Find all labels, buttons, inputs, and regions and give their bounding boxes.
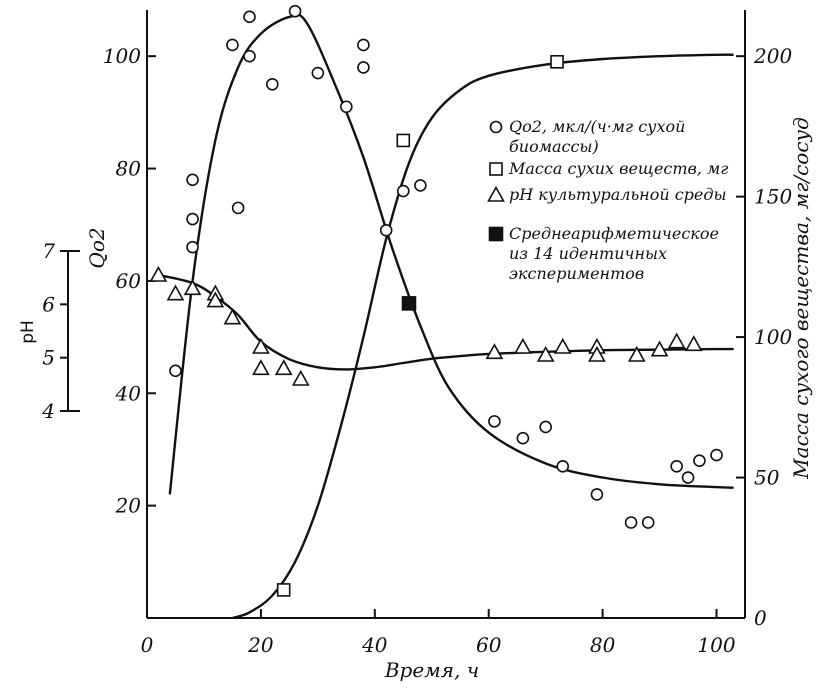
triangle-data-point (274, 359, 293, 376)
triangle-data-point (183, 279, 202, 296)
x-tick-label: 0 (141, 633, 154, 657)
mass-tick-label: 150 (754, 185, 792, 209)
x-axis-title: Время, ч (384, 658, 479, 682)
triangle-data-point (684, 335, 703, 352)
triangle-data-point (291, 369, 310, 386)
circle-data-point (265, 77, 279, 91)
legend-triangle-marker (487, 185, 505, 202)
circle-data-point (186, 212, 199, 226)
legend-circle-marker (489, 120, 503, 134)
ph-tick-label: 6 (42, 292, 55, 316)
filled-square-data-point (401, 296, 417, 311)
x-tick-label: 40 (361, 633, 388, 657)
triangle-data-point (252, 359, 270, 376)
ph-tick-label: 4 (41, 399, 55, 423)
ph-tick-label: 7 (42, 239, 55, 263)
circle-data-point (357, 61, 370, 74)
circle-data-point (231, 201, 245, 215)
square-data-point (550, 54, 564, 69)
x-tick-label: 80 (590, 633, 616, 657)
circle-data-point (710, 448, 723, 462)
circle-data-point (396, 184, 410, 198)
circle-data-point (641, 516, 655, 529)
circle-data-point (311, 66, 325, 80)
x-tick-label: 100 (697, 633, 735, 657)
ph-axis-title: pH (18, 320, 38, 344)
qo2-tick-label: 40 (115, 381, 142, 405)
circle-data-point (288, 4, 302, 18)
circle-data-point (186, 173, 199, 187)
circle-data-point (681, 471, 695, 484)
circle-data-point (379, 224, 393, 237)
mass-tick-label: 100 (754, 325, 792, 349)
x-tick-label: 20 (247, 633, 274, 657)
circle-data-point (243, 49, 256, 63)
circle-data-point (624, 516, 638, 529)
qo2-axis-title: Qo2 (85, 227, 109, 268)
legend-filled-square-marker (488, 226, 504, 242)
triangle-data-point (650, 340, 669, 357)
qo2-tick-label: 100 (103, 44, 141, 68)
circle-data-point (670, 460, 683, 473)
mass-axis-title: Масса сухого вещества, мг/сосуд (789, 117, 813, 480)
triangle-data-point (166, 284, 185, 301)
triangle-data-point (667, 332, 686, 349)
circle-data-point (186, 240, 199, 254)
ph-tick-label: 5 (42, 346, 55, 370)
circle-data-point (226, 38, 239, 52)
circle-data-point (539, 420, 552, 434)
circle-data-point (414, 179, 427, 192)
circle-data-point (357, 38, 370, 52)
circle-data-point (169, 364, 182, 378)
mass-curve (232, 53, 734, 620)
mass-tick-label: 50 (754, 466, 780, 490)
qo2-tick-label: 20 (115, 494, 142, 518)
legend-label: Qo2, мкл/(ч·мг сухой (509, 117, 685, 136)
circle-data-point (516, 431, 530, 445)
circle-data-point (340, 100, 353, 114)
mass-tick-label: 0 (754, 606, 767, 630)
legend-square-marker (489, 162, 503, 176)
circle-data-point (693, 454, 706, 467)
square-data-point (396, 133, 411, 148)
legend-label: pH культуральной среды (509, 185, 727, 204)
x-tick-label: 60 (476, 633, 502, 657)
legend-label: Среднеарифметическое (509, 224, 719, 243)
circle-data-point (590, 488, 604, 501)
triangle-data-point (149, 265, 168, 282)
circle-data-point (243, 10, 256, 24)
triangle-data-point (206, 291, 225, 308)
triangle-data-point (553, 337, 572, 354)
triangle-data-point (252, 337, 270, 354)
circle-data-point (556, 460, 570, 473)
triangle-data-point (514, 337, 532, 354)
qo2-tick-label: 60 (116, 269, 142, 293)
triangle-data-point (536, 345, 555, 362)
legend-label: биомассы) (509, 137, 599, 156)
circle-data-point (488, 415, 501, 428)
ph-curve (158, 273, 734, 371)
triangle-data-point (588, 345, 606, 362)
qo2-curve (168, 13, 734, 495)
triangle-data-point (485, 343, 504, 360)
legend-label: из 14 идентичных (509, 244, 667, 263)
qo2-tick-label: 80 (116, 157, 142, 181)
legend-label: экспериментов (509, 264, 644, 283)
triangle-data-point (627, 345, 646, 362)
square-data-point (276, 583, 291, 597)
legend-label: Масса сухих веществ, мг (508, 159, 728, 178)
triangle-data-point (223, 308, 242, 325)
mass-tick-label: 200 (753, 44, 792, 68)
